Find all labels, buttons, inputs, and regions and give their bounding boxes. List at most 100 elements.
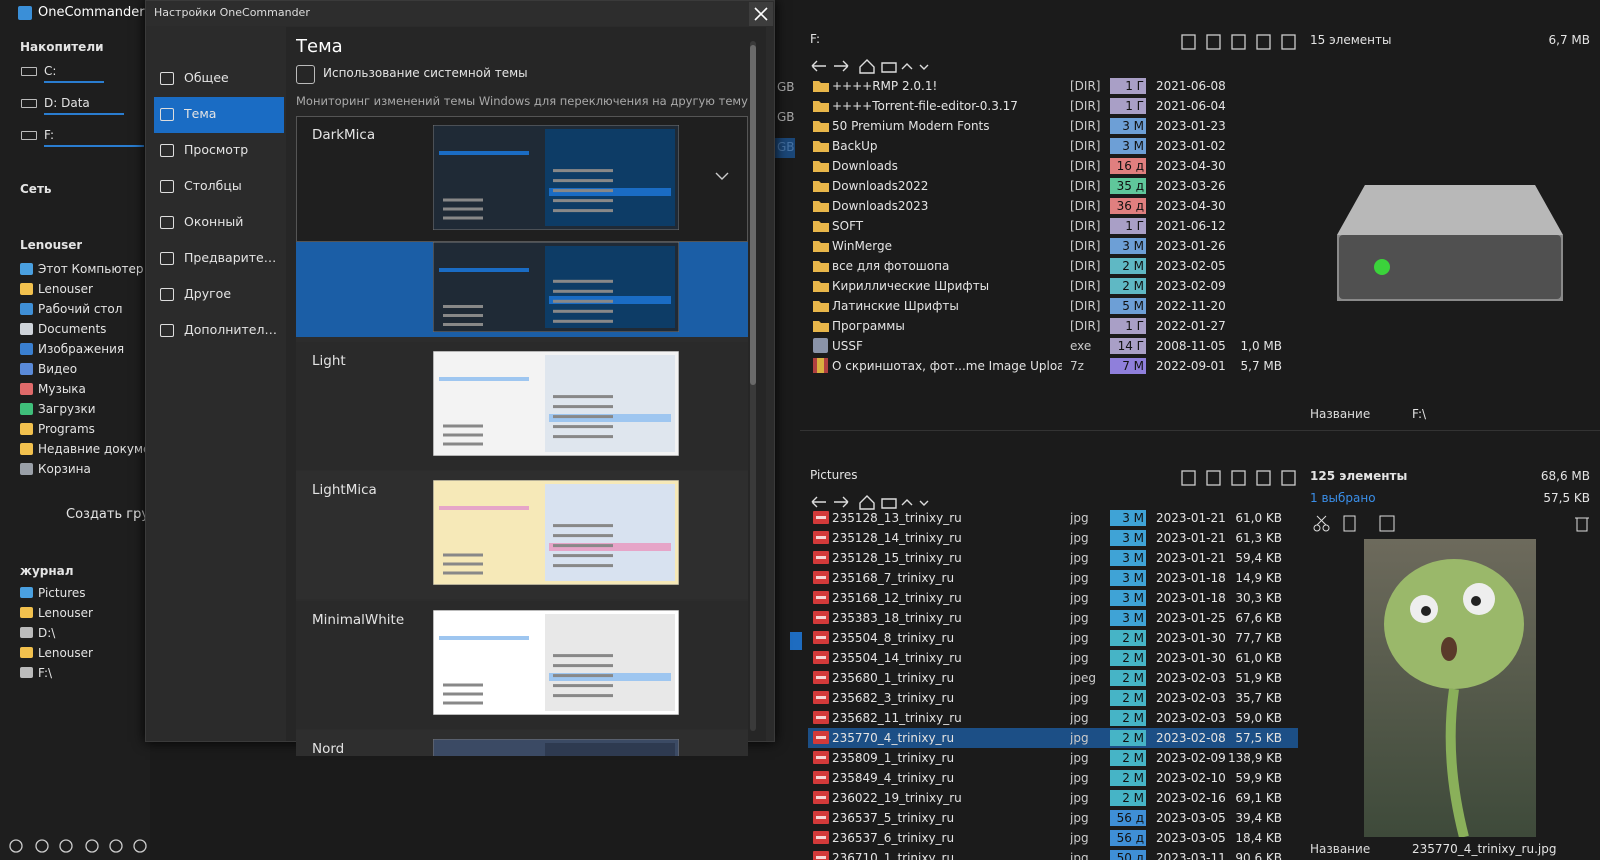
journal-item[interactable]: Pictures	[38, 586, 86, 600]
sidebar: OneCommander Накопители C: D: Data F: Сеть Len…	[0, 0, 150, 860]
file-row[interactable]: 235383_18_trinixy_ru jpg 3 М 2023-01-25 67,6…	[808, 608, 1298, 628]
file-row[interactable]: Downloads2023 [DIR] 36 д 2023-04-30	[808, 196, 1298, 216]
checkbox[interactable]	[296, 65, 315, 84]
file-row[interactable]: 235504_14_trinixy_ru jpg 2 М 2023-01-30 61,0…	[808, 648, 1298, 668]
file-name: Кириллические Шрифты	[832, 279, 990, 293]
place-item[interactable]: Музыка	[38, 382, 86, 396]
file-row[interactable]: Программы [DIR] 1 Г 2022-01-27	[808, 316, 1298, 336]
file-row[interactable]: 235504_8_trinixy_ru jpg 2 М 2023-01-30 77,7 …	[808, 628, 1298, 648]
nav-icon	[160, 288, 174, 301]
nav-item[interactable]: Предварительный просмотр	[184, 250, 280, 265]
file-row[interactable]: 235849_4_trinixy_ru jpg 2 М 2023-02-10 59,9 …	[808, 768, 1298, 788]
file-row[interactable]: 235770_4_trinixy_ru jpg 2 М 2023-02-08 57,5 …	[808, 728, 1298, 748]
create-group[interactable]: Создать группу	[66, 507, 146, 522]
file-age: 3 М	[1110, 550, 1146, 566]
drive-image	[1337, 185, 1563, 301]
checkbox-label[interactable]: Использование системной темы	[323, 66, 528, 80]
place-icon	[20, 383, 33, 395]
theme-name[interactable]: Nord	[312, 741, 345, 756]
place-item[interactable]: Видео	[38, 362, 78, 376]
place-item[interactable]: Изображения	[38, 342, 125, 356]
bottom-selected[interactable]: 1 выбрано	[1310, 491, 1376, 505]
file-row[interactable]: WinMerge [DIR] 3 М 2023-01-26	[808, 236, 1298, 256]
nav-item[interactable]: Общее	[184, 70, 229, 85]
file-row[interactable]: Латинские Шрифты [DIR] 5 М 2022-11-20	[808, 296, 1298, 316]
file-row[interactable]: 236022_19_trinixy_ru jpg 2 М 2023-02-16 69,1…	[808, 788, 1298, 808]
nav-icon	[160, 252, 174, 265]
file-row[interactable]: 236537_5_trinixy_ru jpg 56 д 2023-03-05 39,4…	[808, 808, 1298, 828]
place-item[interactable]: Этот Компьютер	[38, 262, 144, 276]
place-item[interactable]: Рабочий стол	[38, 302, 123, 316]
folder-icon	[813, 221, 829, 232]
theme-name[interactable]: DarkMica	[312, 127, 376, 143]
file-row[interactable]: Кириллические Шрифты [DIR] 2 М 2023-02-09	[808, 276, 1298, 296]
file-type: jpg	[1070, 611, 1089, 625]
file-row[interactable]: SOFT [DIR] 1 Г 2021-06-12	[808, 216, 1298, 236]
file-row[interactable]: 235682_11_trinixy_ru jpg 2 М 2023-02-03 59,0…	[808, 708, 1298, 728]
file-row[interactable]: 235128_14_trinixy_ru jpg 3 М 2023-01-21 61,3…	[808, 528, 1298, 548]
place-item[interactable]: Lenouser	[38, 282, 93, 296]
file-type: [DIR]	[1070, 199, 1101, 213]
nav-item[interactable]: Просмотр	[184, 142, 249, 157]
theme-name[interactable]: MinimalWhite	[312, 612, 405, 628]
file-date: 2023-04-30	[1156, 159, 1226, 173]
file-date: 2023-03-26	[1156, 179, 1226, 193]
close-button[interactable]	[749, 2, 773, 26]
place-item[interactable]: Programs	[38, 422, 95, 436]
theme-preview	[433, 351, 679, 456]
file-row[interactable]: 235128_15_trinixy_ru jpg 3 М 2023-01-21 59,4…	[808, 548, 1298, 568]
drive-item[interactable]: D: Data	[44, 96, 90, 110]
file-row[interactable]: 235809_1_trinixy_ru jpg 2 М 2023-02-09 138,9…	[808, 748, 1298, 768]
journal-item[interactable]: D:\	[38, 626, 56, 640]
file-row[interactable]: 236710_1_trinixy_ru jpg 50 д 2023-03-11 90,6…	[808, 848, 1298, 860]
nav-item[interactable]: Столбцы	[184, 178, 242, 193]
place-icon	[20, 323, 33, 335]
drive-item[interactable]: C:	[44, 64, 57, 78]
file-size: 14,9 KB	[1235, 571, 1282, 585]
file-row[interactable]: ++++RMP 2.0.1! [DIR] 1 Г 2021-06-08	[808, 76, 1298, 96]
file-type: [DIR]	[1070, 239, 1101, 253]
file-row[interactable]: 236537_6_trinixy_ru jpg 56 д 2023-03-05 18,4…	[808, 828, 1298, 848]
file-row[interactable]: Downloads2022 [DIR] 35 д 2023-03-26	[808, 176, 1298, 196]
file-type: [DIR]	[1070, 139, 1101, 153]
file-date: 2023-03-05	[1156, 831, 1226, 845]
file-size: 5,7 MB	[1240, 359, 1282, 373]
place-item[interactable]: Корзина	[38, 462, 91, 476]
nav-icon	[160, 324, 174, 337]
file-name: USSF	[832, 339, 863, 353]
theme-name[interactable]: LightMica	[312, 482, 377, 498]
file-row[interactable]: 235168_7_trinixy_ru jpg 3 М 2023-01-18 14,9 …	[808, 568, 1298, 588]
file-date: 2023-01-23	[1156, 119, 1226, 133]
file-row[interactable]: ++++Torrent-file-editor-0.3.17 [DIR] 1 Г 20…	[808, 96, 1298, 116]
nav-item[interactable]: Дополнительно	[184, 322, 280, 337]
file-row[interactable]: 235682_3_trinixy_ru jpg 2 М 2023-02-03 35,7 …	[808, 688, 1298, 708]
file-row[interactable]: 235680_1_trinixy_ru jpeg 2 М 2023-02-03 51,9…	[808, 668, 1298, 688]
nav-item[interactable]: Другое	[184, 286, 232, 301]
top-total: 6,7 MB	[1548, 33, 1590, 47]
file-row[interactable]: Downloads [DIR] 16 д 2023-04-30	[808, 156, 1298, 176]
place-item[interactable]: Недавние документы	[38, 442, 146, 456]
theme-name[interactable]: Light	[312, 353, 346, 369]
file-row[interactable]: О скриншотах, фот...me Image Uploader 7z 7…	[808, 356, 1298, 376]
place-item[interactable]: Загрузки	[38, 402, 96, 416]
file-row[interactable]: BackUp [DIR] 3 М 2023-01-02	[808, 136, 1298, 156]
file-row[interactable]: все для фотошопа [DIR] 2 М 2023-02-05	[808, 256, 1298, 276]
file-row[interactable]: USSF exe 14 Г 2008-11-05 1,0 MB	[808, 336, 1298, 356]
place-item[interactable]: Documents	[38, 322, 107, 336]
drive-item[interactable]: F:	[44, 128, 55, 142]
journal-item[interactable]: Lenouser	[38, 646, 93, 660]
file-row[interactable]: 235168_12_trinixy_ru jpg 3 М 2023-01-18 30,3…	[808, 588, 1298, 608]
file-name: 235682_11_trinixy_ru	[832, 711, 962, 725]
file-type: [DIR]	[1070, 259, 1101, 273]
file-name: 235128_14_trinixy_ru	[832, 531, 962, 545]
journal-item[interactable]: Lenouser	[38, 606, 93, 620]
journal-item[interactable]: F:\	[38, 666, 53, 680]
file-name: 236537_5_trinixy_ru	[832, 811, 955, 825]
file-row[interactable]: 235128_13_trinixy_ru jpg 3 М 2023-01-21 61,0…	[808, 508, 1298, 528]
file-date: 2023-03-05	[1156, 811, 1226, 825]
toolbar-icons	[1181, 470, 1296, 486]
nav-item[interactable]: Оконный	[184, 214, 244, 229]
file-row[interactable]: 50 Premium Modern Fonts [DIR] 3 М 2023-01-2…	[808, 116, 1298, 136]
file-age: 2 М	[1110, 630, 1146, 646]
nav-item[interactable]: Тема	[184, 106, 217, 121]
